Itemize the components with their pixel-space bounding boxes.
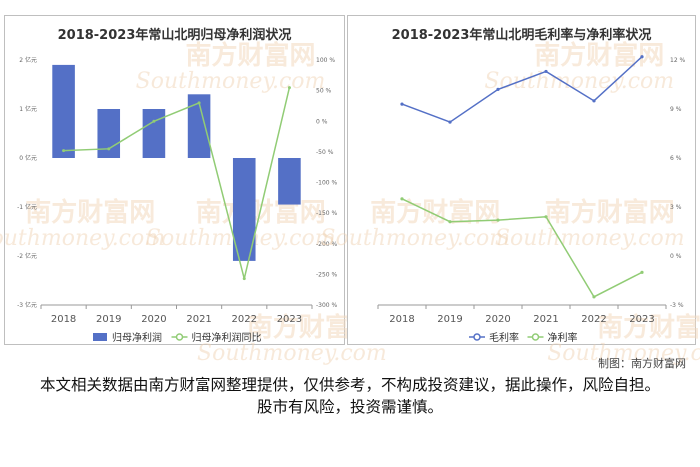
y2-tick-label: -200 %: [316, 241, 338, 248]
watermark-en: Southmoney.com: [320, 226, 510, 251]
net-margin-point: [640, 270, 644, 274]
y2-tick-label: 0 %: [670, 253, 682, 260]
x-tick-label: 2021: [186, 314, 211, 325]
y2-tick-label: -3 %: [670, 302, 684, 309]
y2-tick-label: -100 %: [316, 180, 338, 187]
watermark-cn: 南方财富网: [370, 197, 500, 228]
yoy-point: [242, 277, 246, 281]
bar: [142, 109, 166, 158]
gross-margin-point: [496, 87, 500, 91]
y2-tick-label: 100 %: [316, 57, 335, 64]
legend-label: 归母净利润同比: [192, 331, 262, 344]
x-tick-label: 2021: [533, 314, 558, 325]
yoy-line: [63, 87, 291, 279]
legend-swatch: [93, 333, 107, 341]
bar: [278, 158, 301, 205]
net-margin-point: [448, 220, 452, 224]
y-tick-label: 2 亿元: [19, 56, 37, 64]
yoy-point: [287, 86, 291, 90]
net-margin-point: [592, 295, 596, 299]
y-tick-label: 1 亿元: [19, 105, 37, 113]
legend-label: 毛利率: [489, 331, 519, 344]
chart-panel-margin: 2018-2023年常山北明毛利率与净利率状况 南方财富网 Southmoney.…: [320, 15, 700, 366]
net-margin-point: [400, 197, 404, 201]
legend-marker: [473, 333, 481, 341]
chart-panel-net-profit: 2018-2023年常山北明归母净利润状况 南方财富网 Southmoney.co…: [0, 15, 387, 366]
x-tick-label: 2022: [581, 314, 606, 325]
margin-chart: 南方财富网Southmoney.com南方财富网Southmoney.com南方…: [320, 40, 700, 366]
bar: [52, 64, 75, 158]
watermark-en: Southmoney.com: [484, 69, 674, 94]
y2-tick-label: -50 %: [316, 149, 334, 156]
gross-margin-point: [400, 102, 404, 106]
bar: [232, 158, 256, 261]
net-margin-line: [401, 198, 643, 298]
net-margin-point: [544, 215, 548, 219]
y2-tick-label: 0 %: [316, 118, 328, 125]
x-tick-label: 2020: [141, 314, 166, 325]
disclaimer-text: 本文相关数据由南方财富网整理提供，仅供参考，不构成投资建议，据此操作，风险自担。…: [40, 376, 661, 416]
watermark-cn: 南方财富网: [25, 197, 155, 228]
bar: [187, 94, 211, 158]
legend-label: 净利率: [548, 331, 578, 344]
y2-tick-label: 3 %: [670, 204, 682, 211]
y2-tick-label: -150 %: [316, 210, 338, 217]
gross-margin-point: [448, 120, 452, 124]
x-tick-label: 2018: [389, 314, 414, 325]
chart-title: 2018-2023年常山北明归母净利润状况: [57, 28, 292, 43]
y2-tick-label: -300 %: [316, 302, 338, 309]
x-tick-label: 2022: [232, 314, 257, 325]
watermark-cn: 南方财富网: [186, 40, 316, 71]
legend-marker: [175, 333, 184, 341]
bar: [97, 109, 121, 158]
legend-marker: [531, 333, 540, 341]
gross-margin-line: [401, 56, 643, 123]
watermark-en: Southmoney.com: [136, 69, 326, 94]
x-tick-label: 2018: [51, 314, 76, 325]
yoy-point: [197, 101, 201, 105]
net-margin-point: [496, 218, 500, 222]
credit-text: 制图：南方财富网: [598, 357, 686, 370]
y2-tick-label: 50 %: [316, 88, 332, 95]
watermark-cn: 南方财富网: [545, 197, 675, 228]
y-tick-label: -2 亿元: [17, 252, 37, 260]
y-tick-label: -1 亿元: [17, 203, 37, 211]
y2-tick-label: 9 %: [670, 106, 682, 113]
yoy-point: [107, 147, 111, 151]
yoy-point: [152, 119, 156, 123]
x-tick-label: 2020: [485, 314, 510, 325]
y2-tick-label: 12 %: [670, 57, 686, 64]
y2-tick-label: -250 %: [316, 271, 338, 278]
y-tick-label: 0 亿元: [19, 154, 37, 162]
watermark-cn: 南方财富网: [534, 40, 664, 71]
legend-label: 归母净利润: [112, 331, 162, 344]
x-tick-label: 2019: [437, 314, 462, 325]
gross-margin-point: [544, 69, 548, 74]
x-tick-label: 2023: [277, 314, 302, 325]
watermark-cn: 南方财富网: [196, 197, 326, 228]
gross-margin-point: [640, 55, 644, 59]
x-tick-label: 2023: [629, 314, 654, 325]
watermark-en: Southmoney.com: [495, 226, 685, 251]
gross-margin-point: [592, 99, 596, 103]
y2-tick-label: 6 %: [670, 155, 682, 162]
y-tick-label: -3 亿元: [17, 301, 37, 309]
net-profit-chart: 南方财富网Southmoney.com南方财富网Southmoney.com南方…: [0, 40, 387, 366]
x-tick-label: 2019: [96, 314, 121, 325]
chart-title: 2018-2023年常山北明毛利率与净利率状况: [391, 28, 652, 43]
watermark-en: Southmoney.com: [0, 226, 165, 251]
yoy-point: [62, 149, 66, 153]
